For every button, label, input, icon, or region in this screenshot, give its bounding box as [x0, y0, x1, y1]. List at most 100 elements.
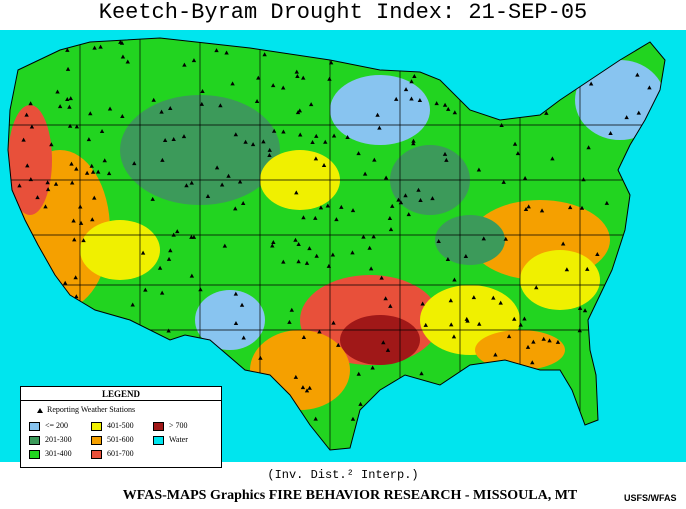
station-marker [296, 242, 301, 247]
station-marker [512, 141, 518, 146]
legend-swatch [91, 449, 102, 459]
station-marker [371, 234, 376, 239]
station-marker [132, 161, 137, 166]
station-marker [446, 106, 451, 111]
station-marker [604, 200, 610, 205]
weather-stations [17, 39, 652, 421]
station-marker [189, 234, 194, 239]
interpolation-note: (Inv. Dist.² Interp.) [267, 468, 419, 482]
station-marker [125, 59, 130, 64]
station-marker [219, 182, 225, 187]
station-marker [310, 140, 315, 145]
station-marker [387, 215, 393, 220]
station-marker [582, 308, 588, 313]
station-marker [74, 124, 80, 129]
station-marker [270, 243, 275, 248]
station-marker [281, 259, 286, 264]
drought-map-svg [7, 37, 666, 451]
station-marker [526, 204, 531, 209]
station-marker [403, 193, 408, 198]
station-marker [331, 320, 336, 325]
station-marker [321, 163, 327, 168]
station-marker [74, 166, 79, 171]
station-marker [297, 108, 303, 113]
station-marker [544, 110, 549, 115]
station-marker [493, 352, 498, 357]
station-marker [258, 355, 263, 360]
station-marker [608, 131, 613, 136]
station-marker [491, 295, 496, 300]
station-marker [409, 96, 414, 101]
station-marker [171, 136, 176, 141]
station-marker [477, 321, 482, 326]
station-marker [463, 253, 469, 258]
station-marker [358, 401, 363, 406]
station-marker [512, 316, 517, 321]
station-marker [166, 328, 171, 333]
station-marker [262, 52, 267, 57]
station-marker [361, 234, 366, 239]
station-marker [581, 177, 586, 182]
station-marker [230, 81, 235, 86]
station-marker [168, 106, 173, 111]
legend-item: 301-400 [29, 449, 72, 459]
station-marker [406, 212, 411, 217]
station-marker [624, 115, 629, 120]
station-marker [267, 153, 272, 158]
station-marker [314, 133, 319, 138]
station-marker [90, 169, 96, 174]
station-marker [43, 204, 48, 209]
station-marker [102, 158, 107, 163]
station-marker [254, 98, 260, 103]
station-marker [416, 187, 421, 192]
station-marker [445, 256, 451, 261]
station-marker [635, 72, 640, 77]
station-marker [162, 138, 168, 143]
station-marker [550, 156, 555, 161]
station-marker [388, 303, 393, 308]
station-marker [560, 241, 566, 246]
station-marker [298, 132, 303, 137]
station-marker [449, 322, 454, 327]
station-marker [388, 227, 394, 232]
station-marker [530, 360, 535, 365]
station-marker [377, 125, 382, 130]
drought-map [0, 30, 686, 462]
station-marker [336, 342, 341, 347]
station-marker [579, 205, 585, 210]
station-marker [295, 73, 300, 78]
legend-item: 401-500 [91, 421, 134, 431]
station-marker [436, 239, 441, 244]
legend-divider [21, 400, 221, 401]
legend-title: LEGEND [101, 389, 140, 399]
station-marker [301, 335, 307, 340]
station-marker [417, 98, 423, 103]
station-marker [25, 163, 30, 168]
station-marker [411, 141, 416, 146]
station-marker [218, 103, 223, 108]
station-marker [323, 139, 328, 144]
station-marker [423, 322, 428, 327]
station-marker [71, 218, 76, 223]
station-marker [586, 145, 591, 150]
legend-item: 601-700 [91, 449, 134, 459]
station-marker [233, 291, 239, 296]
station-marker [168, 248, 173, 253]
station-marker [314, 253, 319, 258]
station-marker [383, 175, 389, 180]
station-marker [350, 416, 356, 421]
station-marker [327, 76, 332, 81]
station-marker [501, 179, 506, 184]
station-marker [191, 58, 197, 63]
station-marker [451, 334, 457, 339]
station-marker [304, 260, 310, 265]
station-marker [120, 113, 125, 118]
station-marker [304, 388, 310, 393]
station-marker [547, 338, 552, 343]
station-marker [523, 206, 529, 211]
station-marker [522, 175, 528, 180]
station-marker [239, 302, 245, 307]
station-marker [189, 273, 195, 278]
station-marker [370, 365, 375, 370]
station-marker [140, 250, 146, 255]
